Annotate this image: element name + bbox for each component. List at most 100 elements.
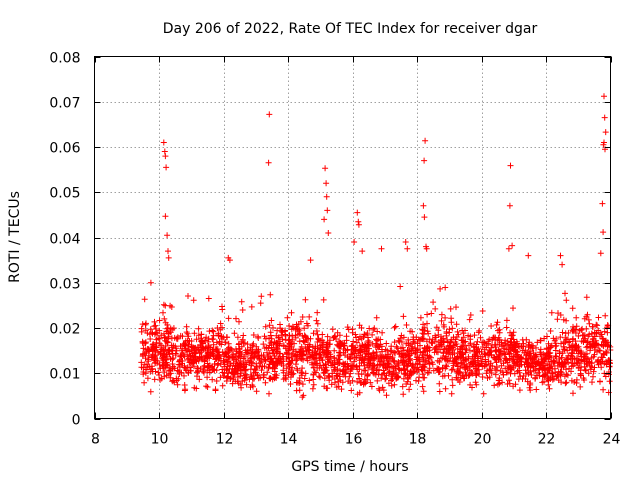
- data-point: [258, 293, 265, 300]
- data-point: [227, 376, 234, 382]
- data-point: [277, 321, 283, 328]
- data-point: [206, 328, 213, 335]
- data-point: [544, 333, 550, 340]
- data-point: [563, 379, 570, 386]
- data-point: [601, 114, 608, 121]
- data-point: [323, 193, 330, 200]
- data-point: [238, 360, 245, 367]
- data-point: [144, 375, 151, 382]
- data-point: [379, 348, 386, 355]
- data-point: [555, 377, 562, 384]
- data-point: [492, 356, 499, 363]
- data-point: [424, 320, 430, 327]
- data-point: [188, 343, 195, 350]
- data-point: [420, 202, 427, 209]
- data-point: [371, 370, 377, 377]
- data-point: [429, 359, 435, 366]
- data-point: [590, 323, 596, 330]
- data-point: [359, 248, 366, 255]
- data-point: [557, 368, 564, 375]
- data-point: [351, 239, 358, 245]
- data-point: [534, 339, 541, 346]
- data-point: [205, 344, 212, 351]
- data-point: [471, 348, 478, 355]
- data-point: [304, 344, 311, 351]
- data-point: [213, 339, 220, 346]
- data-point: [559, 350, 566, 357]
- data-point: [508, 335, 515, 342]
- data-point: [314, 320, 321, 327]
- data-point: [302, 296, 309, 303]
- data-point: [324, 207, 331, 214]
- data-point: [189, 344, 196, 351]
- data-point: [509, 242, 516, 249]
- data-point: [560, 363, 567, 370]
- data-point: [516, 362, 523, 369]
- data-point: [353, 364, 360, 370]
- data-point: [394, 374, 401, 381]
- data-point: [284, 314, 291, 321]
- data-point: [502, 337, 509, 344]
- data-point: [217, 374, 224, 381]
- data-point: [239, 307, 246, 313]
- data-point: [564, 356, 571, 363]
- data-point: [346, 373, 353, 380]
- data-point: [443, 362, 449, 369]
- data-point: [552, 340, 559, 347]
- data-point: [209, 327, 216, 334]
- data-point: [392, 323, 399, 330]
- data-point: [570, 335, 576, 342]
- data-point: [388, 377, 395, 384]
- data-point: [272, 363, 278, 370]
- data-point: [458, 337, 465, 344]
- data-point: [393, 343, 400, 350]
- axis-layer: 8 10 12 14 16 18 20 22 24 0 0.01 0.02 0.03 0.04 0.05 0.…: [49, 51, 620, 448]
- data-point: [388, 348, 395, 355]
- data-point: [161, 315, 168, 322]
- data-point: [143, 320, 149, 327]
- data-point: [557, 252, 564, 259]
- data-point: [469, 370, 476, 377]
- data-point: [265, 159, 272, 166]
- data-point: [600, 141, 607, 148]
- data-point: [248, 362, 255, 369]
- data-point: [400, 391, 407, 398]
- data-point: [204, 374, 211, 381]
- data-point: [303, 320, 310, 327]
- data-point: [497, 367, 504, 374]
- data-point: [400, 334, 407, 341]
- data-point: [562, 380, 569, 387]
- data-point: [317, 374, 324, 381]
- data-point: [542, 355, 549, 362]
- data-point: [191, 357, 198, 364]
- data-point: [601, 93, 607, 100]
- data-point: [524, 349, 531, 356]
- data-point: [558, 340, 564, 347]
- data-point: [293, 379, 300, 386]
- data-point: [524, 364, 531, 370]
- data-point: [474, 357, 481, 364]
- data-point: [344, 347, 351, 354]
- data-point: [356, 375, 363, 382]
- data-point: [329, 326, 336, 333]
- data-point: [444, 336, 451, 343]
- data-point: [242, 374, 249, 381]
- data-point: [438, 311, 445, 318]
- data-point: [576, 327, 583, 334]
- data-point: [454, 328, 461, 335]
- data-point: [494, 381, 501, 388]
- data-point: [193, 385, 200, 392]
- data-point: [428, 310, 435, 317]
- data-point: [436, 359, 443, 365]
- data-point: [378, 245, 385, 252]
- data-point: [578, 338, 585, 345]
- data-point: [302, 370, 309, 377]
- data-point: [465, 332, 472, 339]
- data-point: [210, 332, 217, 339]
- data-point: [157, 376, 164, 383]
- data-point: [471, 332, 478, 339]
- data-point: [358, 371, 365, 378]
- data-point: [451, 354, 458, 361]
- data-point: [493, 359, 500, 366]
- data-point: [570, 390, 576, 397]
